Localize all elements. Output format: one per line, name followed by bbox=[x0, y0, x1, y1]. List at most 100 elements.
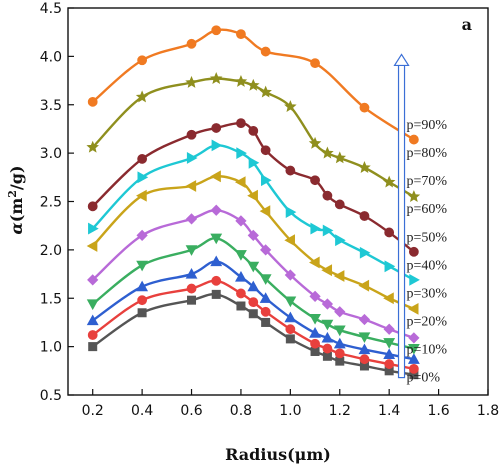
data-point bbox=[333, 270, 345, 282]
y-tick-label: 0.5 bbox=[40, 388, 62, 404]
data-point bbox=[137, 154, 148, 164]
data-point bbox=[88, 222, 99, 235]
data-point bbox=[248, 309, 258, 319]
data-point bbox=[359, 102, 370, 113]
data-point bbox=[186, 283, 197, 294]
series-group bbox=[87, 275, 419, 374]
data-point bbox=[247, 78, 260, 91]
series-group bbox=[88, 139, 420, 286]
data-point bbox=[247, 229, 259, 241]
data-point bbox=[359, 354, 370, 365]
data-point bbox=[310, 175, 320, 186]
data-point bbox=[309, 327, 321, 338]
data-point bbox=[259, 205, 271, 218]
x-tick-label: 0.8 bbox=[230, 403, 252, 419]
data-point bbox=[407, 302, 419, 315]
data-point bbox=[322, 343, 333, 354]
data-point bbox=[211, 275, 222, 286]
data-point bbox=[236, 29, 246, 40]
data-point bbox=[247, 280, 260, 292]
x-tick-label: 0.6 bbox=[180, 403, 202, 419]
data-point bbox=[358, 161, 371, 173]
data-point bbox=[260, 244, 272, 256]
y-tick-label: 4.0 bbox=[40, 49, 62, 65]
data-point bbox=[135, 90, 149, 103]
data-point bbox=[322, 224, 334, 237]
data-point bbox=[211, 139, 223, 152]
data-point bbox=[285, 324, 296, 335]
series-group bbox=[87, 204, 420, 344]
data-point bbox=[284, 296, 297, 308]
data-point bbox=[248, 297, 259, 308]
data-point bbox=[308, 136, 322, 149]
data-point bbox=[358, 343, 371, 355]
data-point bbox=[408, 332, 420, 344]
data-point bbox=[409, 273, 420, 286]
data-point bbox=[359, 211, 370, 221]
y-axis-title-tail: /g) bbox=[7, 165, 26, 190]
data-point bbox=[87, 201, 98, 212]
data-point bbox=[408, 246, 419, 257]
data-point bbox=[86, 240, 98, 252]
data-point bbox=[211, 289, 221, 299]
data-point bbox=[210, 204, 222, 216]
data-point bbox=[186, 129, 197, 140]
data-point bbox=[285, 334, 295, 344]
series-group bbox=[86, 255, 420, 364]
y-axis-title-unit: (m bbox=[7, 198, 26, 223]
data-point bbox=[285, 165, 296, 176]
data-point bbox=[384, 227, 395, 238]
data-point bbox=[136, 189, 147, 202]
data-point bbox=[321, 146, 334, 159]
x-tick-label: 1.6 bbox=[427, 403, 449, 419]
series-group bbox=[87, 25, 419, 145]
data-point bbox=[310, 338, 320, 349]
y-axis-title: α(m2/g) bbox=[6, 165, 26, 234]
x-tick-label: 1.4 bbox=[378, 403, 400, 419]
data-point bbox=[333, 337, 346, 349]
data-point bbox=[234, 176, 246, 189]
data-point bbox=[310, 58, 320, 69]
data-point bbox=[259, 292, 272, 303]
y-tick-label: 4.5 bbox=[40, 1, 62, 17]
y-tick-label: 1.0 bbox=[40, 340, 62, 356]
data-point bbox=[383, 338, 396, 349]
series-label: p=30% bbox=[406, 286, 447, 301]
data-point bbox=[284, 100, 297, 113]
data-point bbox=[185, 245, 198, 256]
data-point bbox=[248, 125, 259, 136]
data-point bbox=[210, 170, 221, 183]
series-label: p=70% bbox=[406, 174, 447, 189]
data-point bbox=[322, 190, 333, 201]
data-point bbox=[383, 292, 394, 305]
y-axis-title-sup: 2 bbox=[6, 190, 19, 198]
data-point bbox=[86, 299, 99, 311]
series-label: p=20% bbox=[406, 314, 447, 329]
y-tick-label: 3.5 bbox=[40, 98, 62, 114]
series-label: p=10% bbox=[406, 343, 447, 358]
data-point bbox=[382, 175, 396, 188]
data-point bbox=[210, 255, 223, 267]
data-point bbox=[87, 330, 98, 340]
data-point bbox=[185, 268, 198, 279]
data-point bbox=[86, 314, 99, 326]
data-point bbox=[334, 199, 345, 210]
data-point bbox=[186, 38, 197, 49]
data-point bbox=[87, 96, 98, 107]
data-point bbox=[260, 306, 271, 317]
series-group bbox=[86, 170, 419, 315]
series-label: p=50% bbox=[406, 230, 447, 245]
data-point bbox=[136, 260, 149, 272]
data-point bbox=[186, 152, 198, 164]
data-point bbox=[136, 229, 148, 241]
data-point bbox=[185, 180, 197, 192]
data-point bbox=[407, 190, 421, 202]
arrow-head bbox=[393, 53, 410, 67]
data-point bbox=[137, 171, 149, 184]
data-point bbox=[408, 363, 419, 374]
data-point bbox=[358, 313, 371, 326]
data-point bbox=[383, 348, 396, 359]
series-group bbox=[86, 233, 420, 355]
series-group bbox=[87, 118, 419, 257]
data-point bbox=[137, 308, 147, 318]
